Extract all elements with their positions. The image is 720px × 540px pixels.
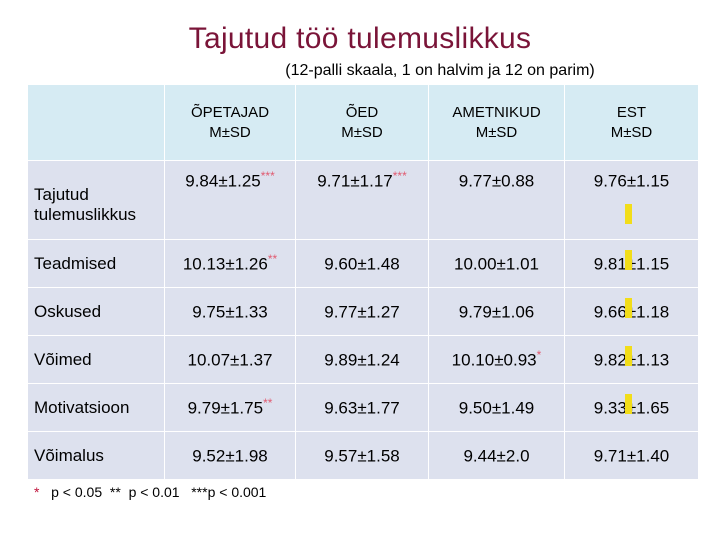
- table-cell: 9.89±1.24: [295, 335, 429, 384]
- cell-value: 10.07±1.37: [187, 350, 273, 370]
- table-cell: 9.60±1.48: [295, 239, 429, 288]
- significance-star: **: [263, 396, 273, 411]
- marker-bar: [625, 298, 632, 318]
- page-subtitle: (12-palli skaala, 1 on halvim ja 12 on p…: [285, 62, 595, 79]
- marker-bar: [625, 346, 632, 366]
- cell-value: 9.44±2.0: [463, 446, 530, 466]
- table-cell: 9.76±1.15: [564, 160, 699, 240]
- table-cell: 10.07±1.37: [164, 335, 296, 384]
- header-label: AMETNIKUD: [452, 103, 541, 121]
- significance-star: *: [536, 348, 542, 363]
- significance-star: **: [267, 252, 278, 267]
- cell-value: 10.10±0.93: [451, 350, 537, 370]
- table-cell: 9.79±1.75**: [164, 383, 296, 432]
- cell-value: 9.71±1.40: [593, 446, 670, 466]
- cell-value: 9.79±1.75: [187, 398, 264, 418]
- cell-value: 9.63±1.77: [324, 398, 400, 418]
- cell-value: 9.89±1.24: [324, 350, 400, 370]
- row-label: Motivatsioon: [27, 383, 165, 432]
- cell-value: 9.52±1.98: [192, 446, 268, 466]
- cell-value: 9.79±1.06: [458, 302, 535, 322]
- cell-value: 9.57±1.58: [324, 446, 400, 466]
- table-cell: 9.57±1.58: [295, 431, 429, 480]
- table-row: Tajutud tulemuslikkus 9.84±1.25*** 9.71±…: [27, 160, 699, 240]
- table-cell: 9.52±1.98: [164, 431, 296, 480]
- marker-bar: [625, 204, 632, 224]
- row-label: Võimed: [27, 335, 165, 384]
- header-sublabel: M±SD: [209, 123, 251, 141]
- significance-star: ***: [392, 169, 407, 183]
- row-label: Oskused: [27, 287, 165, 336]
- table-cell: 9.77±1.27: [295, 287, 429, 336]
- cell-value: 9.77±0.88: [458, 171, 535, 191]
- cell-value: 9.60±1.48: [324, 254, 400, 274]
- footnote-star: *: [34, 484, 40, 500]
- results-table: ÕPETAJAD M±SD ÕED M±SD AMETNIKUD M±SD EST M±…: [27, 84, 699, 480]
- row-label: Teadmised: [27, 239, 165, 288]
- table-row: Oskused 9.75±1.33 9.77±1.27 9.79±1.06 9.…: [27, 287, 699, 336]
- marker-bar: [625, 394, 632, 414]
- table-cell: 9.81±1.15: [564, 239, 699, 288]
- table-cell: 9.84±1.25***: [164, 160, 296, 240]
- header-row: ÕPETAJAD M±SD ÕED M±SD AMETNIKUD M±SD EST M±…: [27, 84, 699, 161]
- cell-value: 9.76±1.15: [593, 171, 670, 191]
- table-row: Võimalus 9.52±1.98 9.57±1.58 9.44±2.0 9.…: [27, 431, 699, 480]
- table-cell: 9.71±1.40: [564, 431, 699, 480]
- table-cell: 9.75±1.33: [164, 287, 296, 336]
- header-label: EST: [616, 103, 647, 121]
- header-oed: ÕED M±SD: [295, 84, 429, 161]
- header-sublabel: M±SD: [475, 123, 518, 141]
- significance-footnote: * p < 0.05 ** p < 0.01 ***p < 0.001: [34, 484, 266, 500]
- table-cell: 9.71±1.17***: [295, 160, 429, 240]
- header-opetajad: ÕPETAJAD M±SD: [164, 84, 296, 161]
- header-corner-cell: [27, 84, 165, 161]
- header-label: ÕED: [345, 103, 379, 121]
- table-row: Teadmised 10.13±1.26** 9.60±1.48 10.00±1…: [27, 239, 699, 288]
- header-est: EST M±SD: [564, 84, 699, 161]
- table-cell: 9.79±1.06: [428, 287, 565, 336]
- significance-star: ***: [260, 169, 275, 183]
- table-cell: 9.77±0.88: [428, 160, 565, 240]
- header-label: ÕPETAJAD: [190, 103, 270, 121]
- header-sublabel: M±SD: [610, 123, 653, 141]
- marker-bar: [625, 250, 632, 270]
- table-cell: 9.50±1.49: [428, 383, 565, 432]
- cell-value: 9.71±1.17: [317, 171, 393, 191]
- cell-value: 9.75±1.33: [192, 302, 268, 322]
- cell-value: 9.84±1.25: [185, 171, 261, 191]
- cell-value: 9.50±1.49: [458, 398, 535, 418]
- footnote-text: p < 0.05 ** p < 0.01 ***p < 0.001: [51, 484, 267, 500]
- header-sublabel: M±SD: [341, 123, 383, 141]
- cell-value: 10.13±1.26: [182, 254, 268, 274]
- table-cell: 9.44±2.0: [428, 431, 565, 480]
- table-row: Motivatsioon 9.79±1.75** 9.63±1.77 9.50±…: [27, 383, 699, 432]
- page-title: Tajutud töö tulemuslikkus: [188, 22, 532, 55]
- row-label: Võimalus: [27, 431, 165, 480]
- header-ametnikud: AMETNIKUD M±SD: [428, 84, 565, 161]
- row-label: Tajutud tulemuslikkus: [27, 160, 165, 240]
- table-cell: 9.63±1.77: [295, 383, 429, 432]
- table-cell: 10.10±0.93*: [428, 335, 565, 384]
- table-cell: 10.13±1.26**: [164, 239, 296, 288]
- cell-value: 10.00±1.01: [454, 254, 539, 274]
- table-row: Võimed 10.07±1.37 9.89±1.24 10.10±0.93* …: [27, 335, 699, 384]
- table-cell: 10.00±1.01: [428, 239, 565, 288]
- cell-value: 9.77±1.27: [324, 302, 400, 322]
